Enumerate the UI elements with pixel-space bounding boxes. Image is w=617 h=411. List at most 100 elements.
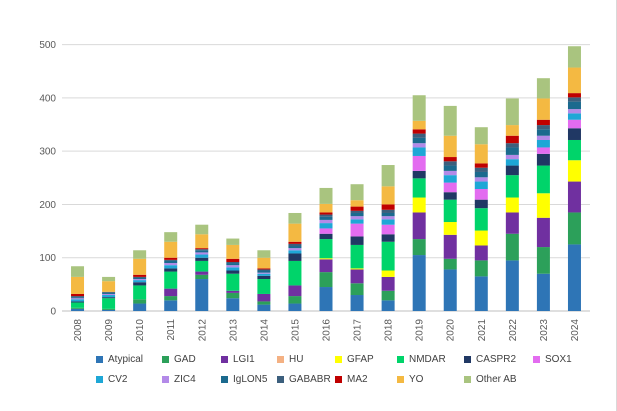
legend-item-gfap: GFAP [335,352,374,366]
bar-segment-2017-gfap [350,268,364,270]
x-tick-label-2009: 2009 [104,319,115,342]
y-tick-label: 100 [39,253,56,264]
bar-segment-2017-caspr2 [350,236,364,245]
bar-segment-2022-atypical [505,260,519,311]
bar-segment-2024-gad [567,212,581,245]
bar-segment-2013-cv2 [226,267,240,271]
bar-segment-2019-lgi1 [412,212,426,240]
bar-segment-2011-cv2 [164,265,178,269]
bar-segment-2015-gababr [288,243,302,247]
bar-segment-2018-cv2 [381,219,395,225]
bar-segment-2018-gfap [381,270,395,277]
x-tick-label-2023: 2023 [539,319,550,342]
bar-segment-2008-ma2 [71,293,85,297]
bar-segment-2019-ma2 [412,129,426,134]
bar-segment-2022-cv2 [505,159,519,166]
bar-segment-2020-iglon5 [443,165,457,171]
bar-segment-2023-sox1 [536,147,550,154]
bar-segment-2018-caspr2 [381,234,395,242]
bar-segment-2023-iglon5 [536,129,550,136]
bar-segment-2019-cv2 [412,147,426,156]
legend-item-sox1: SOX1 [533,352,572,366]
bar-segment-2019-atypical [412,255,426,311]
legend-label: ZIC4 [174,373,196,385]
legend-swatch [162,355,169,363]
legend-label: HU [289,353,304,365]
bar-segment-2017-gababr [350,210,364,213]
bar-segment-2021-ma2 [474,163,488,168]
bar-segment-2008-atypical [71,308,85,311]
bar-segment-2024-cv2 [567,113,581,120]
bar-segment-2008-cv2 [71,299,85,302]
bar-segment-2018-nmdar [381,241,395,271]
x-tick-label-2019: 2019 [415,319,426,342]
bar-segment-2024-nmdar [567,139,581,161]
bar-segment-2022-zic4 [505,154,519,160]
bar-segment-2020-ma2 [443,157,457,162]
bar-segment-2023-nmdar [536,165,550,194]
legend-item-zic4: ZIC4 [162,372,196,386]
bar-segment-2018-gad [381,290,395,301]
bar-segment-2010-zic4 [133,279,147,281]
bar-segment-2021-atypical [474,276,488,311]
y-tick-label: 300 [39,147,56,158]
bar-segment-2018-gababr [381,209,395,213]
bar-segment-2016-cv2 [319,223,333,229]
bar-segment-2010-gad [133,299,147,304]
bar-segment-2013-nmdar [226,273,240,291]
legend-swatch [397,375,404,383]
bar-segment-2015-other-ab [288,212,302,224]
bar-segment-2014-caspr2 [257,275,271,280]
bar-segment-2023-other-ab [536,78,550,99]
bar-segment-2023-zic4 [536,135,550,140]
bar-segment-2018-sox1 [381,224,395,235]
bar-segment-2023-atypical [536,273,550,311]
bar-segment-2020-sox1 [443,182,457,193]
bar-segment-2020-lgi1 [443,234,457,259]
bar-segment-2013-other-ab [226,238,240,245]
bar-segment-2020-nmdar [443,199,457,223]
bar-segment-2021-lgi1 [474,245,488,261]
bar-segment-2019-zic4 [412,143,426,148]
legend-item-hu: HU [277,352,303,366]
bar-segment-2010-yo [133,258,147,275]
bar-segment-2009-iglon5 [102,292,116,294]
legend-swatch [397,355,404,363]
bar-segment-2015-yo [288,223,302,242]
bar-segment-2015-zic4 [288,248,302,251]
x-tick-label-2014: 2014 [259,319,270,342]
bar-segment-2017-gad [350,283,364,296]
bar-segment-2020-atypical [443,269,457,311]
bar-segment-2021-zic4 [474,177,488,182]
bar-segment-2021-nmdar [474,208,488,231]
bar-segment-2018-ma2 [381,204,395,210]
bar-segment-2013-zic4 [226,265,240,268]
legend-item-other-ab: Other AB [464,372,517,386]
legend-label: CV2 [108,373,128,385]
x-tick-label-2017: 2017 [353,319,364,342]
bar-segment-2018-other-ab [381,165,395,187]
y-tick-label: 500 [39,40,56,51]
bar-segment-2022-other-ab [505,98,519,126]
bar-segment-2011-gad [164,296,178,301]
bar-segment-2018-zic4 [381,216,395,220]
x-tick-label-2018: 2018 [384,319,395,342]
legend-label: IgLON5 [233,373,268,385]
bar-segment-2010-other-ab [133,250,147,259]
bar-segment-2019-gababr [412,133,426,138]
bar-segment-2011-atypical [164,300,178,311]
bar-segment-2015-gad [288,296,302,304]
bar-segment-2018-atypical [381,300,395,311]
bar-segment-2015-atypical [288,303,302,311]
bar-segment-2013-gababr [226,261,240,264]
bar-segment-2013-atypical [226,298,240,311]
bar-segment-2014-nmdar [257,279,271,294]
bar-segment-2013-iglon5 [226,263,240,266]
legend-swatch [464,375,471,383]
legend-swatch [221,375,228,383]
legend-label: CASPR2 [476,353,517,365]
bar-segment-2011-caspr2 [164,268,178,272]
bar-segment-2020-cv2 [443,175,457,183]
bar-segment-2018-yo [381,186,395,205]
x-tick-label-2013: 2013 [228,319,239,342]
